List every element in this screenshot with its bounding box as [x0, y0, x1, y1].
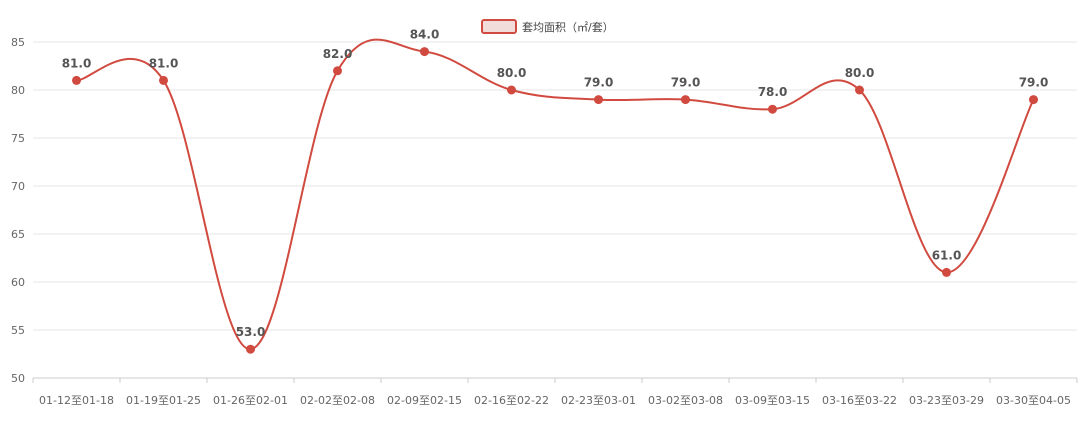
- y-tick-label: 80: [11, 84, 25, 97]
- data-point[interactable]: [681, 95, 690, 105]
- legend-swatch: [481, 19, 517, 34]
- y-tick-label: 65: [11, 228, 25, 241]
- x-tick-label: 03-02至03-08: [648, 394, 723, 407]
- x-tick-label: 02-09至02-15: [387, 394, 462, 407]
- grid: [33, 41, 1077, 331]
- data-point[interactable]: [507, 85, 516, 95]
- y-tick-label: 85: [11, 36, 25, 49]
- x-tick-label: 02-02至02-08: [300, 394, 375, 407]
- data-point[interactable]: [420, 47, 429, 57]
- y-tick-label: 50: [11, 372, 25, 385]
- x-tick-label: 01-19至01-25: [126, 394, 201, 407]
- legend-label: 套均面积（㎡/套）: [522, 21, 614, 34]
- x-tick-label: 01-12至01-18: [39, 394, 114, 407]
- data-label: 61.0: [932, 248, 962, 262]
- data-points: [72, 47, 1038, 354]
- data-label: 84.0: [410, 28, 440, 42]
- x-tick-label: 02-23至03-01: [561, 394, 636, 407]
- data-point[interactable]: [594, 95, 603, 105]
- data-label: 79.0: [584, 76, 614, 90]
- y-tick-label: 60: [11, 276, 25, 289]
- data-label: 82.0: [323, 47, 353, 61]
- x-tick-label: 02-16至02-22: [474, 394, 549, 407]
- data-label: 81.0: [149, 56, 179, 70]
- x-tick-label: 03-30至04-05: [996, 394, 1071, 407]
- data-point[interactable]: [855, 85, 864, 95]
- data-label: 81.0: [62, 56, 92, 70]
- data-point[interactable]: [768, 104, 777, 114]
- data-label: 80.0: [497, 66, 527, 80]
- data-point[interactable]: [942, 267, 951, 277]
- series-line: [76, 38, 1035, 351]
- y-tick-label: 70: [11, 180, 25, 193]
- data-point[interactable]: [159, 75, 168, 85]
- data-label: 79.0: [671, 76, 701, 90]
- data-label: 79.0: [1019, 76, 1049, 90]
- x-axis: [32, 377, 1078, 383]
- x-tick-label: 03-23至03-29: [909, 394, 984, 407]
- data-label: 53.0: [236, 325, 266, 339]
- x-axis-labels: 01-12至01-18 01-19至01-25 01-26至02-01 02-02至0…: [39, 394, 1071, 407]
- x-tick-label: 03-16至03-22: [822, 394, 897, 407]
- data-label: 78.0: [758, 85, 788, 99]
- data-point[interactable]: [246, 344, 255, 354]
- data-labels: 81.0 81.0 53.0 82.0 84.0 80.0 79.0 79.0 78.0 80.0…: [62, 28, 1049, 340]
- y-axis-labels: 50 55 60 65 70 75 80 85: [11, 36, 25, 385]
- y-tick-label: 75: [11, 132, 25, 145]
- x-tick-label: 01-26至02-01: [213, 394, 288, 407]
- data-label: 80.0: [845, 66, 875, 80]
- x-tick-label: 03-09至03-15: [735, 394, 810, 407]
- data-point[interactable]: [333, 66, 342, 76]
- data-point[interactable]: [1029, 95, 1038, 105]
- legend[interactable]: 套均面积（㎡/套）: [481, 19, 614, 34]
- y-tick-label: 55: [11, 324, 25, 337]
- data-point[interactable]: [72, 75, 81, 85]
